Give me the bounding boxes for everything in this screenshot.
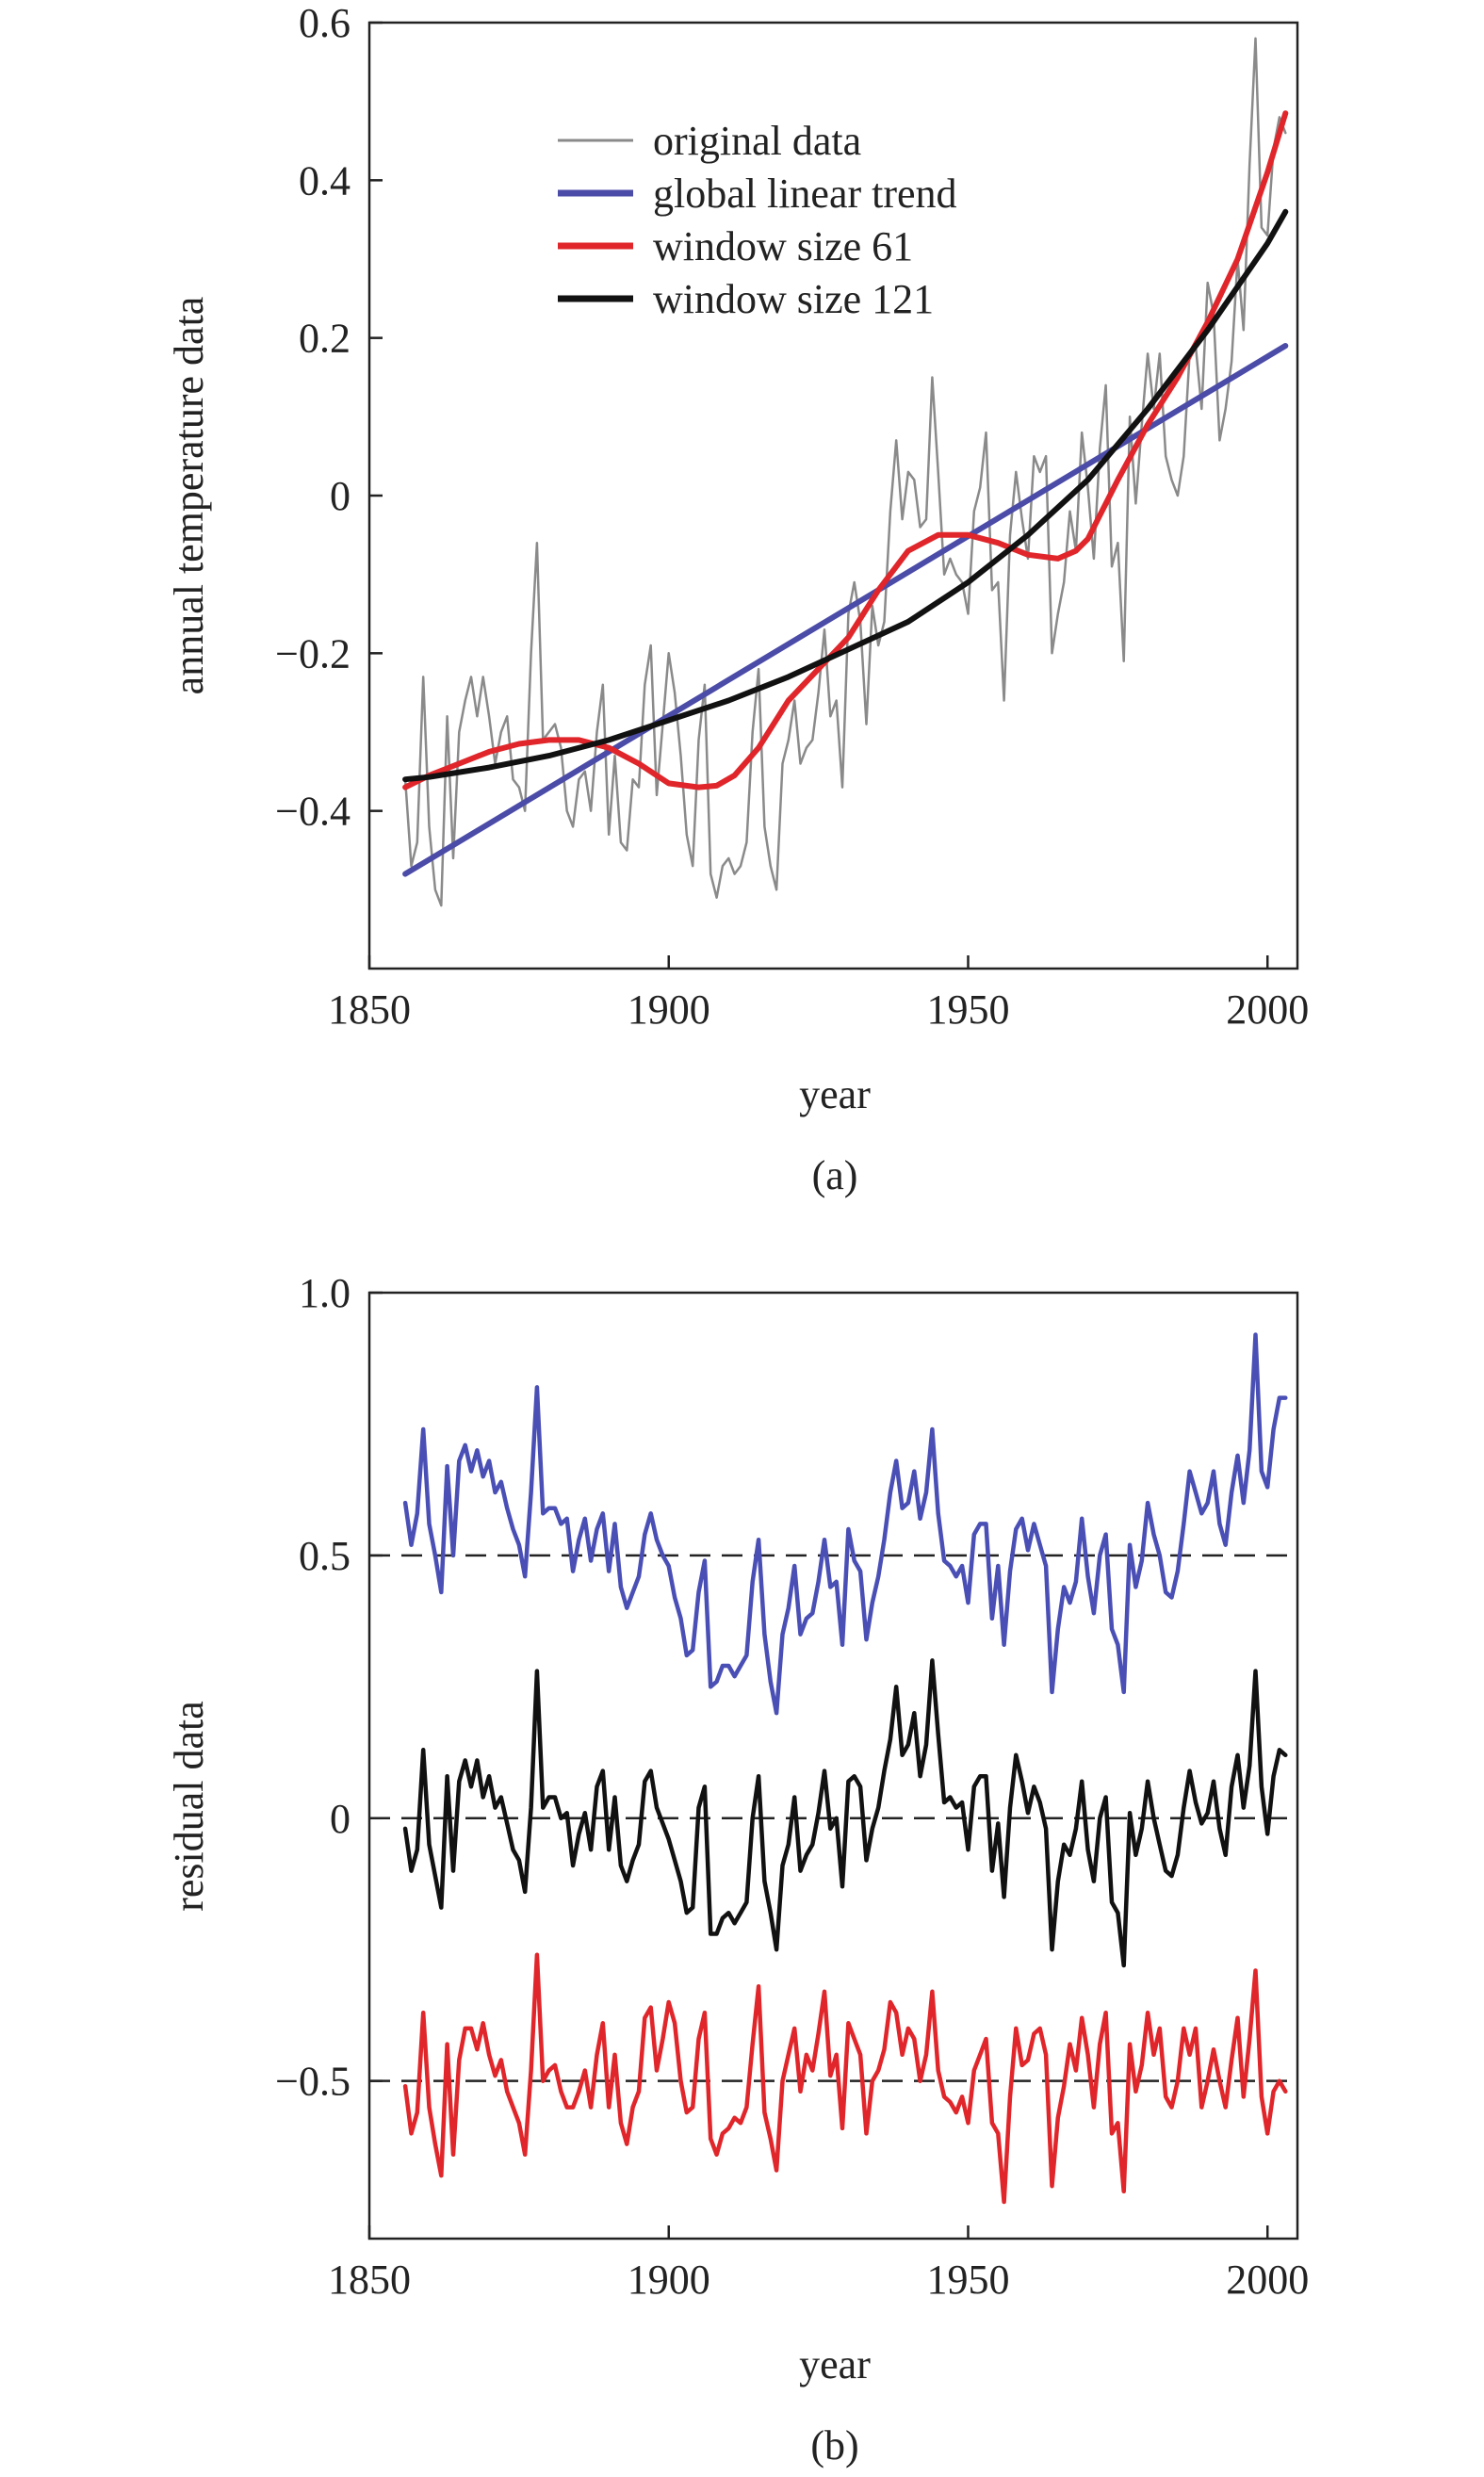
panel-a-temperature-chart: 0.6 0.4 0.2 0 −0.2 −0.4 1850 1900 1950 2000 orig… [166,0,1309,1198]
y-tick-label: −0.4 [275,789,351,835]
panel-b-plot-frame [367,1291,1299,2241]
x-tick-label: 1900 [628,2257,710,2303]
legend-label-window-size-121: window size 121 [653,276,934,322]
series-line-window-size-121 [402,208,1289,783]
x-tick-label: 1850 [328,986,411,1033]
series-line-original-data [403,37,1287,907]
legend-label-original-data: original data [653,118,861,164]
y-tick-label: 0 [330,1796,351,1842]
panel-a-y-axis-title: annual temperature data [166,297,212,695]
y-tick-label: 0.2 [299,316,351,362]
series-line-residual-global-linear-trend-0-5 [402,1332,1288,1716]
series-line-residual-window-size-121 [402,1658,1288,1968]
panel-a-x-axis-title: year [799,1071,871,1117]
panel-b-y-axis-title: residual data [166,1701,212,1912]
x-tick-label: 2000 [1226,2257,1309,2303]
y-tick-label: 0 [330,473,351,519]
panel-b-residual-chart: 1.0 0.5 0 −0.5 1850 1900 1950 2000 residual da… [166,1270,1309,2469]
panel-a-x-axis: 1850 1900 1950 2000 [328,955,1309,1033]
panel-a-y-axis: 0.6 0.4 0.2 0 −0.2 −0.4 [275,0,383,835]
x-tick-label: 2000 [1226,986,1309,1033]
panel-a-plot-frame [367,21,1299,970]
panel-b-x-axis: 1850 1900 1950 2000 [328,2225,1309,2303]
y-tick-label: −0.5 [275,2059,351,2105]
panel-b-caption: (b) [810,2422,858,2469]
panel-b-x-axis-title: year [799,2341,871,2387]
panel-b-reference-lines [369,1554,1297,2082]
series-line-residual-window-size-61-0-5 [402,1952,1288,2205]
legend-label-window-size-61: window size 61 [653,223,913,269]
legend-label-global-linear-trend: global linear trend [653,171,957,217]
x-tick-label: 1950 [926,2257,1009,2303]
y-tick-label: −0.2 [275,630,351,676]
series-line-window-size-61 [402,110,1289,790]
panel-b-y-axis: 1.0 0.5 0 −0.5 [275,1270,383,2105]
y-tick-label: 0.4 [299,157,351,204]
y-tick-label: 0.5 [299,1533,351,1579]
panel-a-caption: (a) [812,1152,858,1198]
panel-a-legend: original data global linear trend window s… [558,118,957,322]
y-tick-label: 1.0 [299,1270,351,1316]
series-line-global-linear-trend [402,343,1289,877]
x-tick-label: 1850 [328,2257,411,2303]
x-tick-label: 1900 [628,986,710,1033]
panel-a-series [402,37,1289,907]
y-tick-label: 0.6 [299,0,351,46]
panel-b-series [402,1332,1288,2205]
x-tick-label: 1950 [926,986,1009,1033]
